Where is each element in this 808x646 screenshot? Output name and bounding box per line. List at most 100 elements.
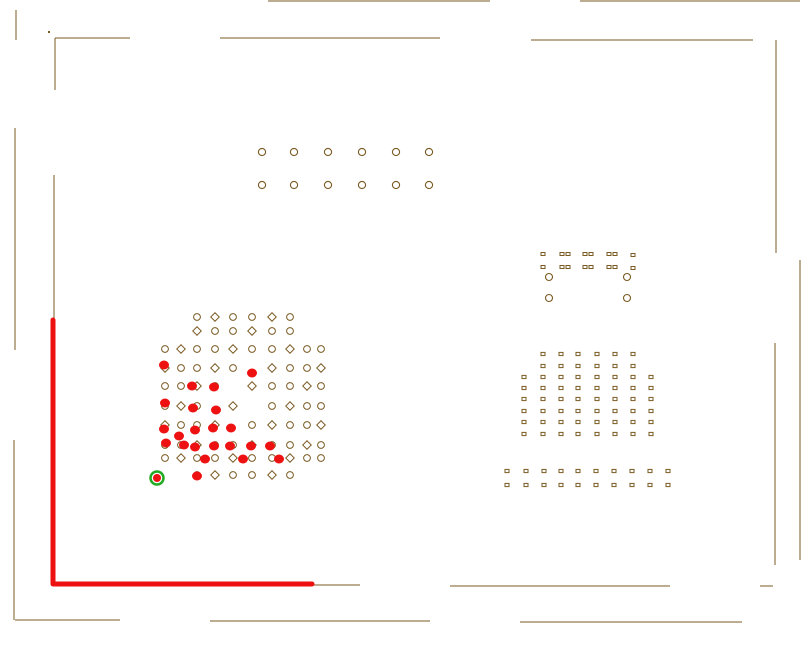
qfp-pad <box>558 431 564 437</box>
bga-pad <box>286 327 294 335</box>
connector-pad <box>582 252 588 256</box>
connector-pad <box>565 252 571 256</box>
header-pad <box>357 147 367 157</box>
strip-pad <box>665 482 671 488</box>
strip-pad <box>593 482 599 488</box>
connector-mount-hole <box>544 272 554 282</box>
highlighted-pad <box>159 360 169 370</box>
qfp-pad <box>575 396 581 402</box>
highlighted-pad <box>274 454 284 464</box>
qfp-pad <box>630 396 636 402</box>
qfp-pad <box>558 385 564 391</box>
bga-pad <box>248 471 256 479</box>
qfp-pad <box>630 431 636 437</box>
qfp-pad <box>594 396 600 402</box>
bga-pad <box>286 471 294 479</box>
strip-pad <box>575 482 581 488</box>
qfp-pad <box>540 408 546 414</box>
bga-pad <box>177 364 185 372</box>
qfp-pad <box>630 374 636 380</box>
qfp-pad <box>540 363 546 369</box>
qfp-pad <box>612 363 618 369</box>
connector-pad <box>588 252 594 256</box>
connector-component[interactable] <box>540 252 636 303</box>
bga-pad <box>229 327 237 335</box>
bga-pad <box>193 364 201 372</box>
qfp-pad <box>648 431 654 437</box>
bga-pad <box>161 454 169 462</box>
strip-pad <box>611 468 617 474</box>
qfp-pad <box>612 396 618 402</box>
connector-pad <box>630 253 636 257</box>
header-pad <box>289 180 299 190</box>
bga-pad <box>177 382 185 390</box>
bga-pad <box>303 364 311 372</box>
header-pad <box>257 147 267 157</box>
qfp-pad <box>594 408 600 414</box>
bga-pad <box>267 420 277 430</box>
connector-pad <box>588 265 594 269</box>
bga-pad <box>317 345 325 353</box>
bga-pad <box>228 344 238 354</box>
connector-pad <box>630 266 636 270</box>
highlighted-pad <box>265 441 275 451</box>
bga-pad <box>177 421 185 429</box>
connector-mount-hole <box>622 293 632 303</box>
bga-pad <box>316 363 326 373</box>
highlighted-pad <box>200 454 210 464</box>
bga-pad <box>229 364 237 372</box>
highlighted-pad <box>247 368 257 378</box>
strip-pad <box>665 468 671 474</box>
bga-pad <box>268 402 276 410</box>
qfp-pad <box>521 419 527 425</box>
header-pad <box>357 180 367 190</box>
bga-pad <box>267 312 277 322</box>
strip-pad <box>523 482 529 488</box>
bga-pad <box>286 421 294 429</box>
bga-pad <box>176 401 186 411</box>
qfp-pad <box>540 351 546 357</box>
qfp-component[interactable] <box>521 351 654 437</box>
qfp-pad <box>612 351 618 357</box>
qfp-pad <box>612 374 618 380</box>
bga-pad <box>210 312 220 322</box>
smd-strip-component[interactable] <box>504 468 671 488</box>
highlighted-pad <box>179 440 189 450</box>
qfp-pad <box>648 396 654 402</box>
board-outline <box>13 0 801 623</box>
bga-pad <box>161 345 169 353</box>
qfp-pad <box>648 419 654 425</box>
bga-pad <box>285 401 295 411</box>
qfp-pad <box>540 431 546 437</box>
highlighted-pad <box>209 382 219 392</box>
qfp-pad <box>630 363 636 369</box>
qfp-pad <box>540 385 546 391</box>
bga-pad <box>193 313 201 321</box>
highlighted-pad <box>246 441 256 451</box>
pin-header-component[interactable] <box>257 147 434 190</box>
header-pad <box>323 180 333 190</box>
bga-pad <box>268 382 276 390</box>
highlighted-net <box>50 317 315 587</box>
bga-pad <box>317 382 325 390</box>
bga-pad <box>268 327 276 335</box>
header-pad <box>289 147 299 157</box>
bga-pad <box>286 441 294 449</box>
selected-pad <box>153 474 161 482</box>
bga-pad <box>303 345 311 353</box>
bga-pad <box>317 402 325 410</box>
strip-pad <box>629 482 635 488</box>
header-pad <box>323 147 333 157</box>
header-pad <box>391 147 401 157</box>
qfp-pad <box>521 408 527 414</box>
bga-pad <box>302 381 312 391</box>
bga-pad <box>302 440 312 450</box>
bga-pad <box>192 326 202 336</box>
bga-pad <box>286 382 294 390</box>
bga-pad <box>248 313 256 321</box>
connector-pad <box>559 252 565 256</box>
bga-pad <box>268 345 276 353</box>
qfp-pad <box>521 374 527 380</box>
strip-pad <box>629 468 635 474</box>
